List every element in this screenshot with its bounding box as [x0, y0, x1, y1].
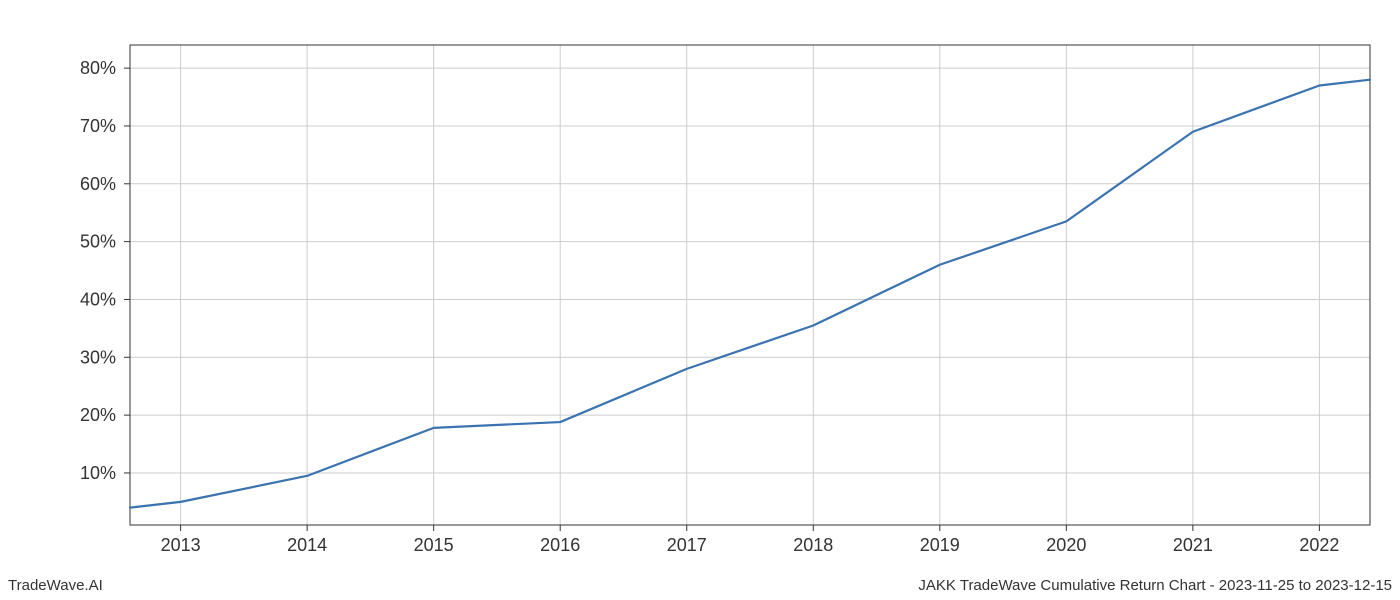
plot-border: [130, 45, 1370, 525]
footer-left-label: TradeWave.AI: [8, 577, 103, 594]
x-tick-label: 2017: [667, 535, 707, 555]
x-tick-label: 2018: [793, 535, 833, 555]
x-tick-label: 2022: [1299, 535, 1339, 555]
y-tick-label: 50%: [80, 232, 116, 252]
x-tick-label: 2021: [1173, 535, 1213, 555]
x-tick-label: 2020: [1046, 535, 1086, 555]
y-tick-label: 30%: [80, 347, 116, 367]
chart-container: 2013 2014 2015 2016 2017 2018 2019 2020 2021 2022…: [0, 0, 1400, 600]
y-tick-label: 60%: [80, 174, 116, 194]
y-tick-label: 10%: [80, 463, 116, 483]
y-tick-label: 70%: [80, 116, 116, 136]
x-tick-label: 2013: [161, 535, 201, 555]
y-tick-label: 20%: [80, 405, 116, 425]
x-tick-label: 2016: [540, 535, 580, 555]
x-tick-label: 2015: [414, 535, 454, 555]
y-tick-label: 80%: [80, 58, 116, 78]
series-line: [130, 80, 1370, 508]
plot-border-top: [130, 45, 1370, 525]
x-tick-label: 2019: [920, 535, 960, 555]
line-chart: 2013 2014 2015 2016 2017 2018 2019 2020 2021 2022…: [0, 0, 1400, 600]
footer-right-label: JAKK TradeWave Cumulative Return Chart -…: [918, 577, 1392, 594]
x-tick-label: 2014: [287, 535, 327, 555]
y-tick-label: 40%: [80, 289, 116, 309]
